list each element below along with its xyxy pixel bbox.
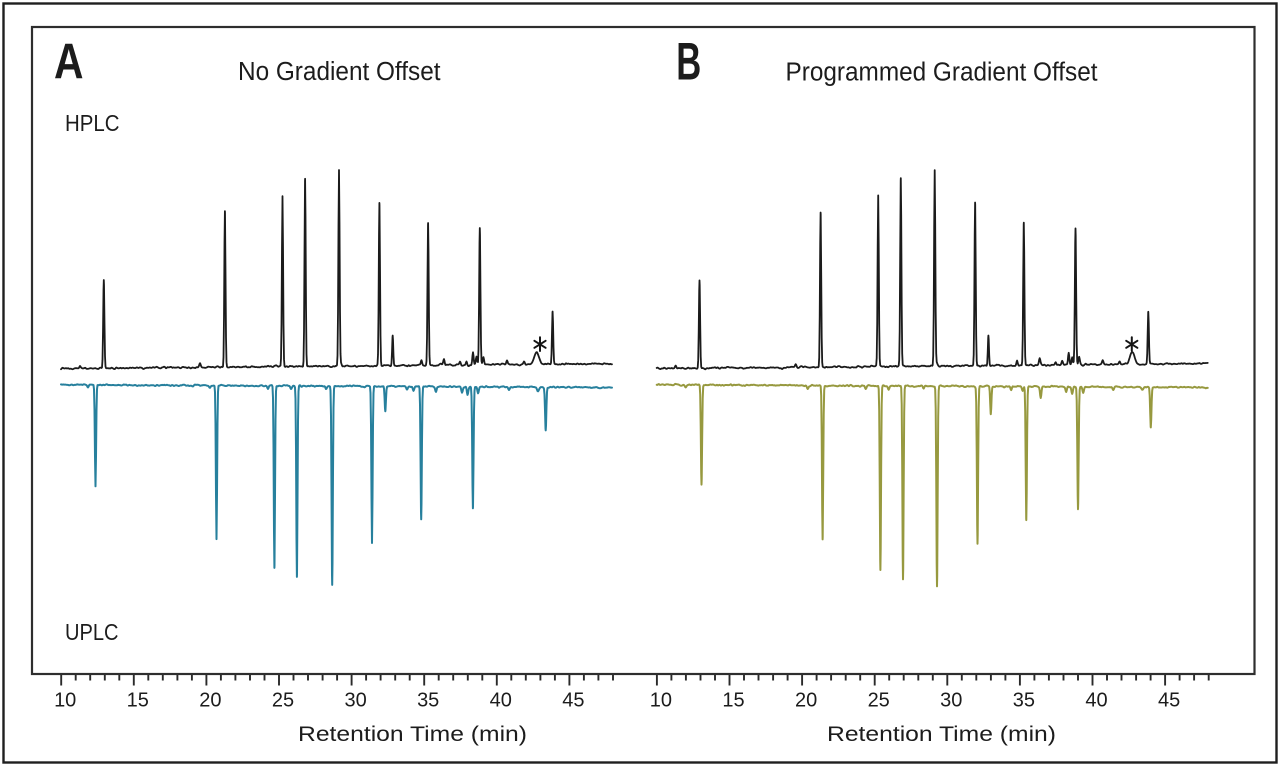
svg-text:Retention Time (min): Retention Time (min) — [827, 722, 1056, 746]
svg-text:A: A — [54, 34, 84, 90]
svg-text:20: 20 — [795, 690, 817, 712]
svg-text:35: 35 — [1013, 690, 1035, 712]
svg-text:25: 25 — [868, 690, 890, 712]
svg-text:20: 20 — [199, 690, 221, 712]
svg-text:No Gradient Offset: No Gradient Offset — [238, 58, 441, 86]
svg-text:45: 45 — [562, 690, 584, 712]
svg-text:10: 10 — [54, 690, 76, 712]
svg-text:HPLC: HPLC — [65, 110, 120, 136]
svg-text:Retention Time (min): Retention Time (min) — [298, 722, 527, 746]
svg-text:Programmed Gradient Offset: Programmed Gradient Offset — [786, 58, 1098, 86]
svg-text:40: 40 — [1085, 690, 1107, 712]
svg-text:10: 10 — [650, 690, 672, 712]
svg-text:B: B — [676, 32, 701, 91]
svg-text:35: 35 — [417, 690, 439, 712]
svg-text:15: 15 — [127, 690, 149, 712]
svg-text:UPLC: UPLC — [65, 619, 119, 645]
svg-text:40: 40 — [490, 690, 512, 712]
svg-text:30: 30 — [940, 690, 962, 712]
svg-text:25: 25 — [272, 690, 294, 712]
svg-text:45: 45 — [1158, 690, 1180, 712]
svg-text:30: 30 — [344, 690, 366, 712]
svg-text:15: 15 — [722, 690, 744, 712]
